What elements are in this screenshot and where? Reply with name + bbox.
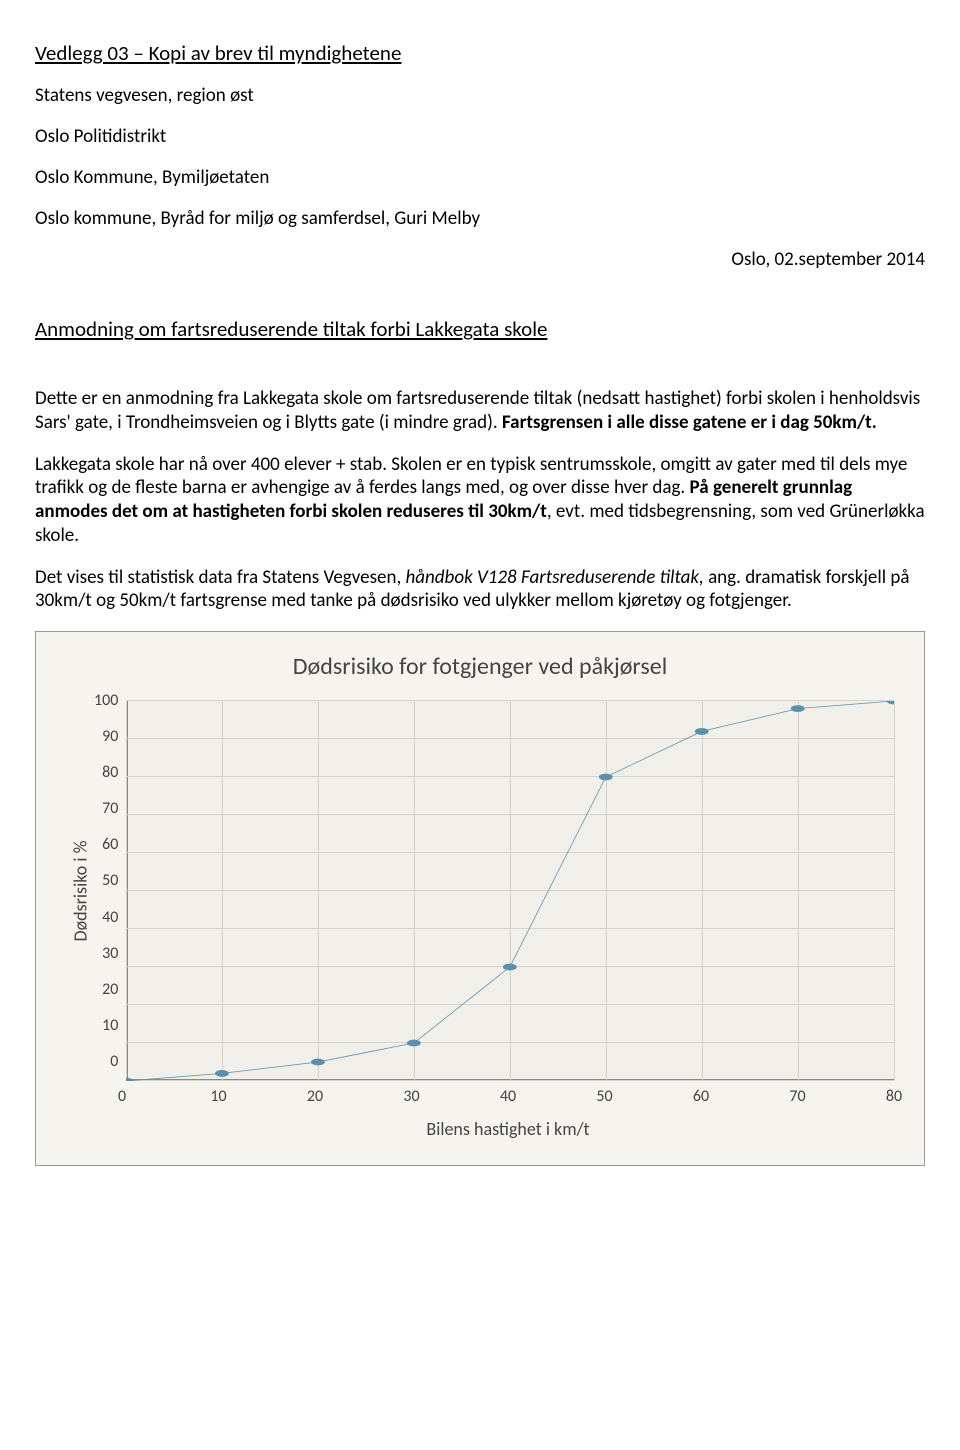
chart-area: Dødsrisiko i % 1009080706050403020100 bbox=[66, 701, 894, 1081]
chart-marker bbox=[503, 964, 517, 971]
paragraph-1: Dette er en anmodning fra Lakkegata skol… bbox=[35, 387, 925, 435]
chart-marker bbox=[695, 728, 709, 735]
y-tick: 50 bbox=[94, 871, 118, 890]
y-tick: 60 bbox=[94, 835, 118, 854]
para3-italic: håndbok V128 Fartsreduserende tiltak, bbox=[405, 566, 708, 589]
x-axis-row: 01020304050607080 Bilens hastighet i km/… bbox=[122, 1087, 894, 1140]
y-tick: 80 bbox=[94, 763, 118, 782]
chart-panel: Dødsrisiko for fotgjenger ved påkjørsel … bbox=[35, 631, 925, 1166]
chart-marker bbox=[407, 1040, 421, 1047]
y-tick: 90 bbox=[94, 727, 118, 746]
x-axis-ticks: 01020304050607080 bbox=[122, 1087, 894, 1106]
chart-line-svg bbox=[126, 701, 894, 1081]
y-tick: 20 bbox=[94, 980, 118, 999]
letter-subject: Anmodning om fartsreduserende tiltak for… bbox=[35, 316, 925, 342]
addressee-2: Oslo Politidistrikt bbox=[35, 125, 925, 148]
x-axis-label: Bilens hastighet i km/t bbox=[122, 1118, 894, 1140]
letter-date: Oslo, 02.september 2014 bbox=[35, 248, 925, 271]
attachment-title: Vedlegg 03 – Kopi av brev til myndighete… bbox=[35, 40, 925, 66]
gridline-v bbox=[894, 701, 895, 1081]
plot-area bbox=[126, 701, 894, 1081]
y-tick: 10 bbox=[94, 1016, 118, 1035]
paragraph-2: Lakkegata skole har nå over 400 elever +… bbox=[35, 453, 925, 548]
chart-marker bbox=[791, 705, 805, 712]
chart-marker bbox=[887, 701, 894, 704]
addressee-4: Oslo kommune, Byråd for miljø og samferd… bbox=[35, 207, 925, 230]
para3-text: Det vises til statistisk data fra Staten… bbox=[35, 566, 405, 589]
chart-marker bbox=[126, 1078, 133, 1081]
y-tick: 40 bbox=[94, 908, 118, 927]
chart-line bbox=[126, 701, 894, 1081]
chart-marker bbox=[599, 774, 613, 781]
y-axis-label: Dødsrisiko i % bbox=[69, 841, 91, 942]
chart-title: Dødsrisiko for fotgjenger ved påkjørsel bbox=[66, 652, 894, 681]
addressee-1: Statens vegvesen, region øst bbox=[35, 84, 925, 107]
y-tick: 30 bbox=[94, 944, 118, 963]
addressee-3: Oslo Kommune, Bymiljøetaten bbox=[35, 166, 925, 189]
y-axis-label-wrap: Dødsrisiko i % bbox=[66, 701, 94, 1081]
chart-marker bbox=[311, 1059, 325, 1066]
y-axis-ticks: 1009080706050403020100 bbox=[94, 691, 126, 1071]
y-tick: 0 bbox=[94, 1052, 118, 1071]
y-tick: 100 bbox=[94, 691, 118, 710]
chart-marker bbox=[215, 1070, 229, 1077]
paragraph-3: Det vises til statistisk data fra Staten… bbox=[35, 566, 925, 614]
y-tick: 70 bbox=[94, 799, 118, 818]
para1-bold: Fartsgrensen i alle disse gatene er i da… bbox=[502, 411, 877, 434]
